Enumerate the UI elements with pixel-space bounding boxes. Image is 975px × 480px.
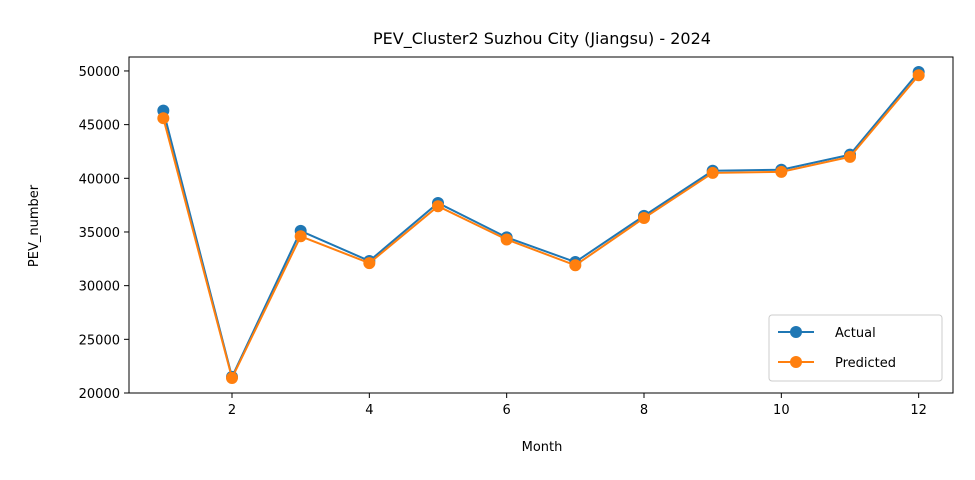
series-predicted [157, 69, 925, 384]
data-point-predicted [912, 69, 925, 82]
y-tick-label: 30000 [79, 280, 120, 295]
y-tick-label: 45000 [79, 119, 120, 134]
data-point-predicted [569, 259, 582, 272]
legend-label: Predicted [835, 356, 896, 371]
data-point-predicted [706, 166, 719, 179]
y-tick-label: 50000 [79, 65, 120, 80]
series-line-actual [162, 71, 920, 380]
y-tick-label: 35000 [79, 226, 120, 241]
y-tick-label: 20000 [79, 387, 120, 402]
y-axis-ticks: 20000 25000 30000 35000 40000 45000 50000 [79, 65, 129, 402]
legend-marker [790, 356, 802, 368]
data-point-predicted [226, 371, 238, 384]
plot-frame [128, 56, 954, 394]
x-tick-label: 2 [228, 403, 236, 418]
chart-title: PEV_Cluster2 Suzhou City (Jiangsu) - 202… [373, 29, 711, 49]
x-tick-label: 10 [773, 403, 790, 418]
legend: Actual Predicted [768, 314, 943, 382]
legend-label: Actual [835, 326, 876, 341]
data-point-predicted [294, 230, 307, 243]
data-point-predicted [363, 257, 376, 270]
x-axis-ticks: 2 4 6 8 10 12 [228, 393, 927, 418]
series-line-predicted [162, 74, 920, 381]
x-tick-label: 4 [365, 403, 373, 418]
legend-item: Actual [778, 326, 876, 341]
y-tick-label: 40000 [79, 172, 120, 187]
data-point-predicted [157, 112, 170, 125]
series-group [157, 66, 925, 384]
legend-item: Predicted [778, 356, 896, 371]
data-point-predicted [638, 212, 650, 225]
data-point-predicted [775, 165, 788, 178]
x-tick-label: 6 [503, 403, 511, 418]
y-tick-label: 25000 [79, 333, 120, 348]
x-tick-label: 8 [640, 403, 648, 418]
y-axis-label: PEV_number [27, 184, 42, 267]
legend-box [768, 314, 943, 382]
x-tick-label: 12 [910, 403, 927, 418]
data-point-predicted [500, 233, 513, 246]
data-point-predicted [432, 200, 444, 213]
legend-marker [790, 326, 802, 338]
x-axis-label: Month [522, 440, 563, 455]
data-point-predicted [844, 150, 856, 163]
plot-area [128, 56, 954, 394]
